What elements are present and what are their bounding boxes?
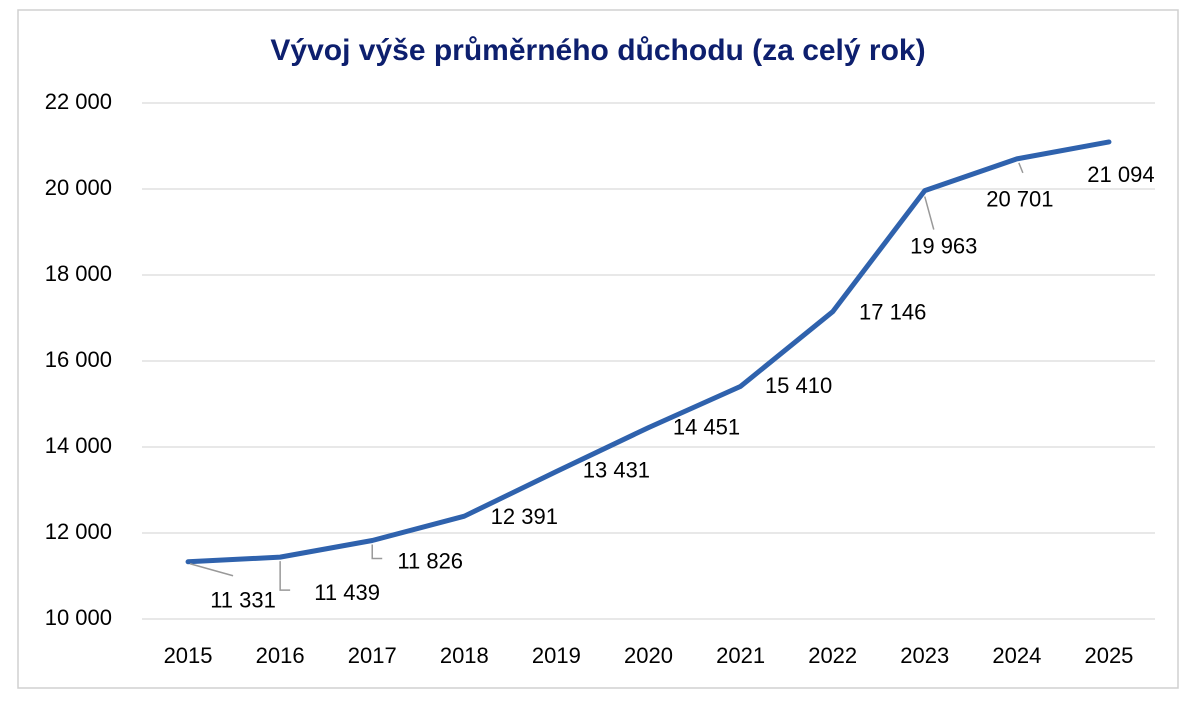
- x-tick-label: 2023: [900, 643, 949, 668]
- data-label: 11 826: [397, 548, 463, 573]
- x-tick-label: 2015: [164, 643, 213, 668]
- x-tick-label: 2017: [348, 643, 397, 668]
- data-label: 21 094: [1087, 162, 1154, 187]
- data-label: 14 451: [673, 414, 740, 439]
- data-label: 15 410: [765, 373, 832, 398]
- x-tick-label: 2024: [992, 643, 1041, 668]
- data-label: 11 331: [210, 588, 276, 613]
- chart-title: Vývoj výše průměrného důchodu (za celý r…: [270, 34, 925, 67]
- y-tick-label: 16 000: [45, 347, 112, 372]
- x-tick-label: 2018: [440, 643, 489, 668]
- x-tick-label: 2019: [532, 643, 581, 668]
- y-tick-label: 22 000: [45, 89, 112, 114]
- data-label: 17 146: [859, 300, 926, 325]
- data-label: 20 701: [986, 187, 1053, 212]
- y-tick-label: 10 000: [45, 605, 112, 630]
- data-label: 11 439: [314, 580, 380, 605]
- y-tick-label: 20 000: [45, 175, 112, 200]
- data-line: [185, 139, 1112, 565]
- leader-line: [189, 563, 234, 577]
- y-tick-label: 12 000: [45, 519, 112, 544]
- leader-line: [371, 544, 383, 560]
- x-tick-label: 2022: [808, 643, 857, 668]
- x-tick-label: 2016: [256, 643, 305, 668]
- y-tick-label: 14 000: [45, 433, 112, 458]
- x-tick-label: 2021: [716, 643, 765, 668]
- x-tick-label: 2020: [624, 643, 673, 668]
- y-tick-label: 18 000: [45, 261, 112, 286]
- data-label: 13 431: [583, 457, 650, 482]
- leader-line: [1018, 162, 1024, 174]
- data-label: 12 391: [491, 504, 558, 529]
- leader-line: [279, 561, 291, 591]
- x-tick-label: 2025: [1084, 643, 1133, 668]
- data-label: 19 963: [910, 233, 977, 258]
- chart-frame: [17, 9, 1179, 689]
- leader-line: [924, 196, 935, 230]
